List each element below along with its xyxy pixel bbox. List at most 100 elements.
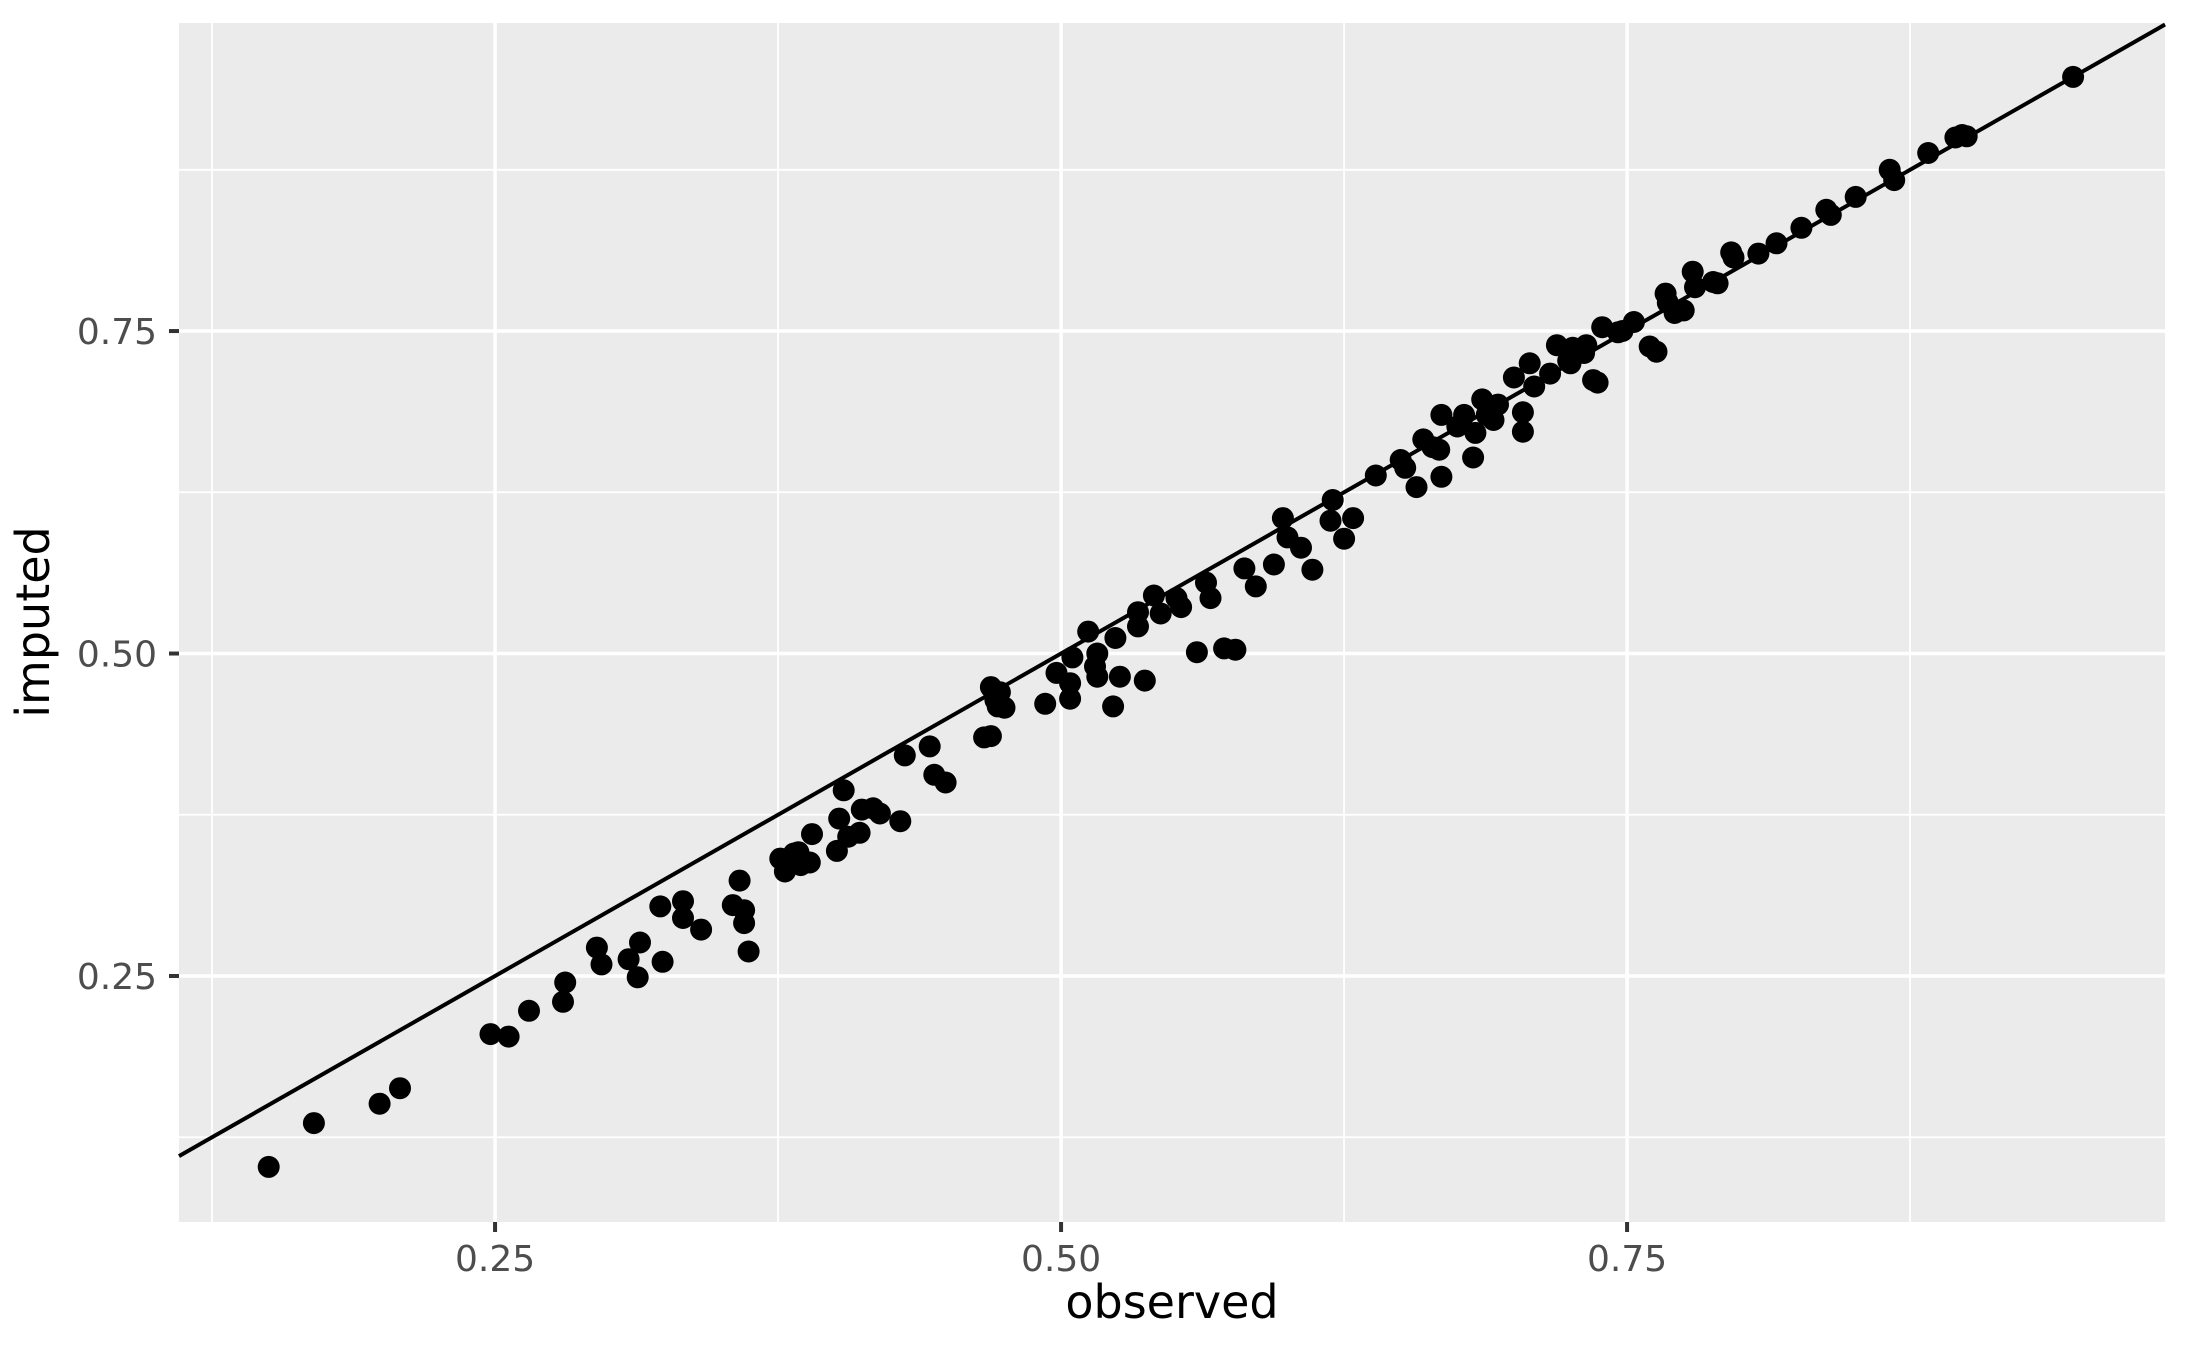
data-point bbox=[1502, 366, 1525, 389]
data-point bbox=[1342, 507, 1365, 530]
y-tick-label: 0.25 bbox=[77, 957, 157, 998]
data-point bbox=[798, 851, 821, 874]
data-point bbox=[1142, 584, 1165, 607]
data-point bbox=[1917, 142, 1940, 164]
axis-tick-marks bbox=[169, 329, 1630, 1232]
data-point bbox=[1430, 465, 1453, 488]
data-point bbox=[737, 940, 760, 963]
data-point bbox=[1430, 403, 1453, 426]
data-point bbox=[552, 990, 574, 1013]
x-tick-label: 0.25 bbox=[455, 1239, 535, 1280]
data-point bbox=[1077, 620, 1100, 643]
data-point bbox=[626, 966, 649, 989]
data-point bbox=[1722, 246, 1745, 269]
data-point bbox=[1364, 464, 1387, 487]
data-point bbox=[889, 810, 912, 833]
data-point bbox=[1518, 352, 1541, 375]
data-point bbox=[1244, 575, 1267, 598]
data-point bbox=[993, 696, 1016, 719]
x-axis-title: observed bbox=[1065, 1275, 1278, 1329]
minor-gridlines bbox=[179, 23, 2165, 1222]
data-point bbox=[893, 744, 916, 767]
data-point bbox=[649, 895, 672, 918]
data-point bbox=[1059, 687, 1082, 710]
data-point bbox=[1059, 672, 1082, 695]
data-point bbox=[1185, 641, 1208, 664]
data-point bbox=[1333, 527, 1356, 550]
data-point bbox=[848, 821, 871, 844]
y-axis-title: imputed bbox=[6, 526, 60, 717]
data-point bbox=[1290, 536, 1312, 559]
data-point bbox=[368, 1092, 391, 1115]
data-point bbox=[1487, 393, 1509, 416]
data-point bbox=[1199, 587, 1222, 610]
data-point bbox=[1672, 299, 1695, 322]
data-point bbox=[1645, 340, 1668, 363]
data-point bbox=[1575, 334, 1598, 357]
data-point bbox=[1622, 311, 1645, 333]
data-point bbox=[1765, 232, 1788, 255]
data-point bbox=[672, 890, 694, 913]
y-tick-label: 0.50 bbox=[77, 635, 157, 676]
data-point bbox=[733, 912, 756, 935]
major-gridlines bbox=[179, 23, 2165, 1222]
data-point bbox=[1170, 596, 1193, 619]
data-point bbox=[1086, 665, 1109, 688]
data-point bbox=[651, 950, 674, 973]
data-point bbox=[1747, 242, 1770, 265]
data-point bbox=[868, 802, 891, 825]
data-point bbox=[479, 1023, 502, 1046]
data-point bbox=[1819, 203, 1842, 226]
data-point bbox=[1586, 371, 1609, 394]
data-point bbox=[389, 1077, 411, 1100]
data-point bbox=[1405, 476, 1428, 499]
x-tick-label: 0.75 bbox=[1587, 1239, 1667, 1280]
data-point bbox=[1233, 557, 1256, 580]
data-point bbox=[801, 823, 823, 846]
data-point bbox=[1955, 125, 1978, 148]
data-point bbox=[590, 953, 613, 976]
data-point bbox=[1523, 375, 1546, 398]
data-point bbox=[690, 918, 713, 941]
data-point bbox=[1262, 553, 1285, 576]
data-points bbox=[257, 65, 2085, 1178]
data-point bbox=[832, 779, 855, 802]
data-point bbox=[934, 771, 957, 794]
data-point bbox=[1061, 646, 1084, 669]
data-point bbox=[1790, 216, 1813, 239]
data-point bbox=[1086, 642, 1109, 665]
data-point bbox=[1133, 669, 1156, 692]
data-point bbox=[1149, 602, 1172, 625]
data-point bbox=[1102, 695, 1125, 718]
data-point bbox=[629, 931, 651, 954]
data-point bbox=[1127, 615, 1149, 638]
data-point bbox=[728, 869, 751, 892]
data-point bbox=[554, 971, 577, 994]
x-tick-label: 0.50 bbox=[1021, 1239, 1101, 1280]
data-point bbox=[518, 999, 540, 1022]
data-point bbox=[1883, 169, 1906, 192]
data-point bbox=[1706, 272, 1729, 295]
data-point bbox=[1511, 401, 1534, 424]
data-point bbox=[1684, 276, 1706, 299]
x-axis-tick-labels: 0.25 0.50 0.75 bbox=[455, 1239, 1667, 1280]
data-point bbox=[1428, 438, 1451, 461]
data-point bbox=[1104, 627, 1127, 649]
data-point bbox=[1301, 558, 1324, 581]
data-point bbox=[1394, 456, 1417, 479]
y-tick-label: 0.75 bbox=[77, 312, 157, 353]
data-point bbox=[1539, 362, 1562, 385]
data-point bbox=[1224, 638, 1247, 661]
data-point bbox=[497, 1025, 520, 1048]
data-point bbox=[1462, 446, 1485, 469]
data-point bbox=[585, 936, 608, 959]
data-point bbox=[918, 735, 941, 758]
plot-panel bbox=[179, 23, 2165, 1222]
data-point bbox=[1511, 420, 1534, 443]
data-point bbox=[1464, 421, 1487, 444]
data-point bbox=[2062, 65, 2085, 88]
data-point bbox=[1844, 185, 1867, 208]
data-point bbox=[302, 1112, 325, 1135]
